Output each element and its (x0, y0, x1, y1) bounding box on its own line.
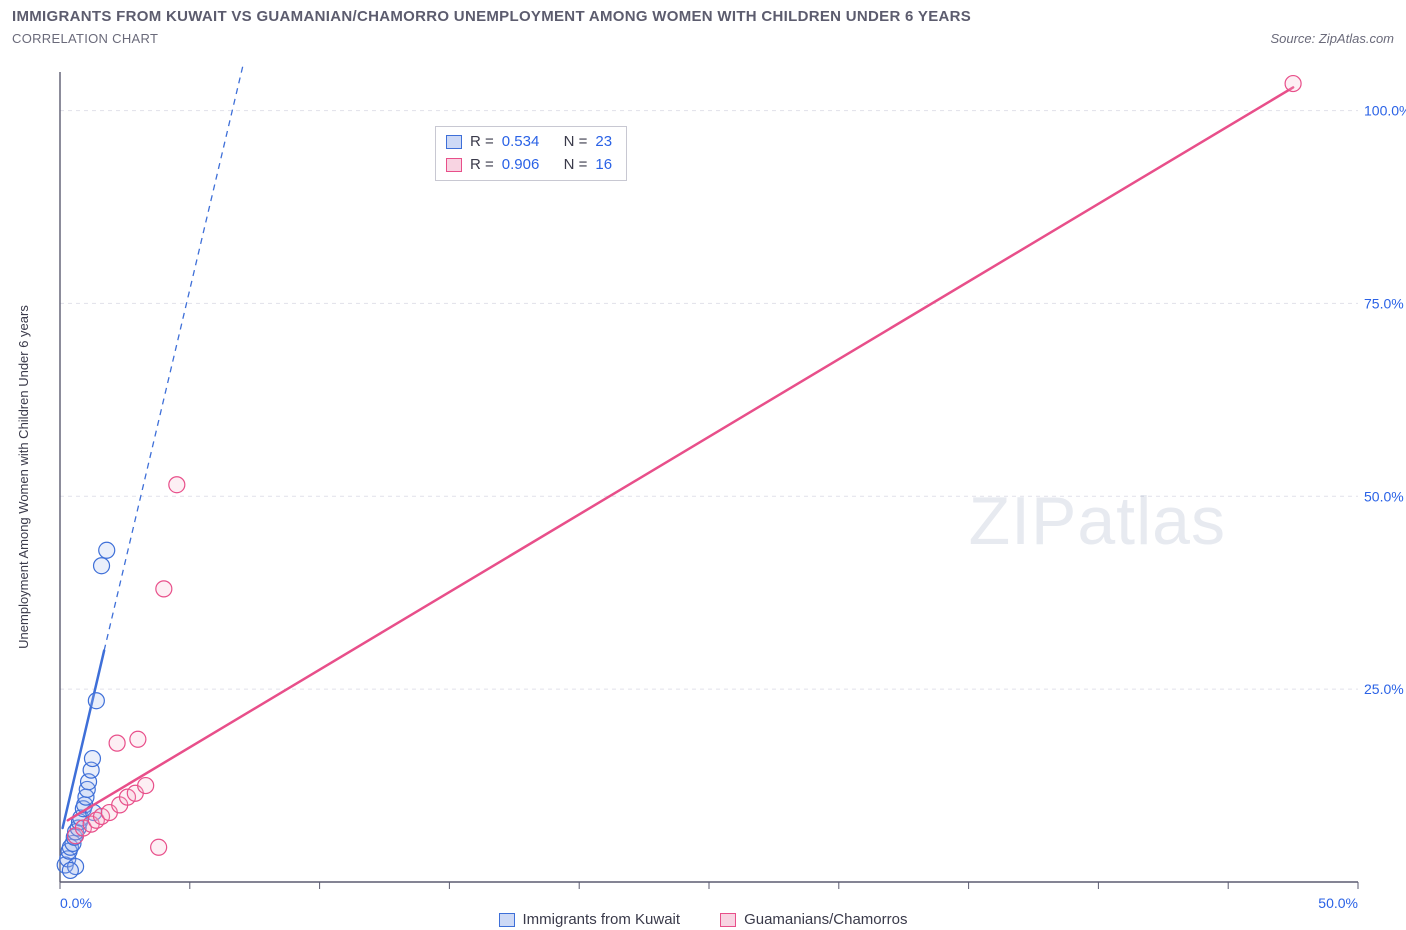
svg-text:100.0%: 100.0% (1364, 103, 1406, 119)
source-label: Source: ZipAtlas.com (1270, 31, 1394, 46)
svg-text:25.0%: 25.0% (1364, 681, 1404, 697)
chart-subtitle: CORRELATION CHART (12, 31, 158, 46)
correlation-scatter-chart: 25.0% 50.0% 75.0% 100.0% 0.0% 50.0% Unemployme… (0, 62, 1406, 930)
chart-title: IMMIGRANTS FROM KUWAIT VS GUAMANIAN/CHAM… (12, 8, 971, 25)
legend-swatch (720, 913, 736, 927)
svg-text:50.0%: 50.0% (1318, 895, 1358, 911)
correlation-legend-box: R =0.534 N =23R =0.906 N =16 (435, 126, 627, 181)
legend-row: R =0.534 N =23 (446, 131, 612, 154)
legend-label: Immigrants from Kuwait (523, 911, 681, 928)
legend-swatch (446, 158, 462, 172)
series-legend: Immigrants from Kuwait Guamanians/Chamorr… (0, 911, 1406, 928)
svg-text:50.0%: 50.0% (1364, 488, 1404, 504)
legend-label: Guamanians/Chamorros (744, 911, 907, 928)
legend-item: Immigrants from Kuwait (499, 911, 681, 928)
svg-text:Unemployment Among Women with: Unemployment Among Women with Children U… (16, 305, 31, 649)
svg-text:75.0%: 75.0% (1364, 295, 1404, 311)
chart-area: 25.0% 50.0% 75.0% 100.0% 0.0% 50.0% Unemployme… (0, 62, 1406, 930)
legend-row: R =0.906 N =16 (446, 154, 612, 177)
legend-swatch (499, 913, 515, 927)
svg-text:0.0%: 0.0% (60, 895, 92, 911)
legend-swatch (446, 135, 462, 149)
legend-item: Guamanians/Chamorros (720, 911, 907, 928)
